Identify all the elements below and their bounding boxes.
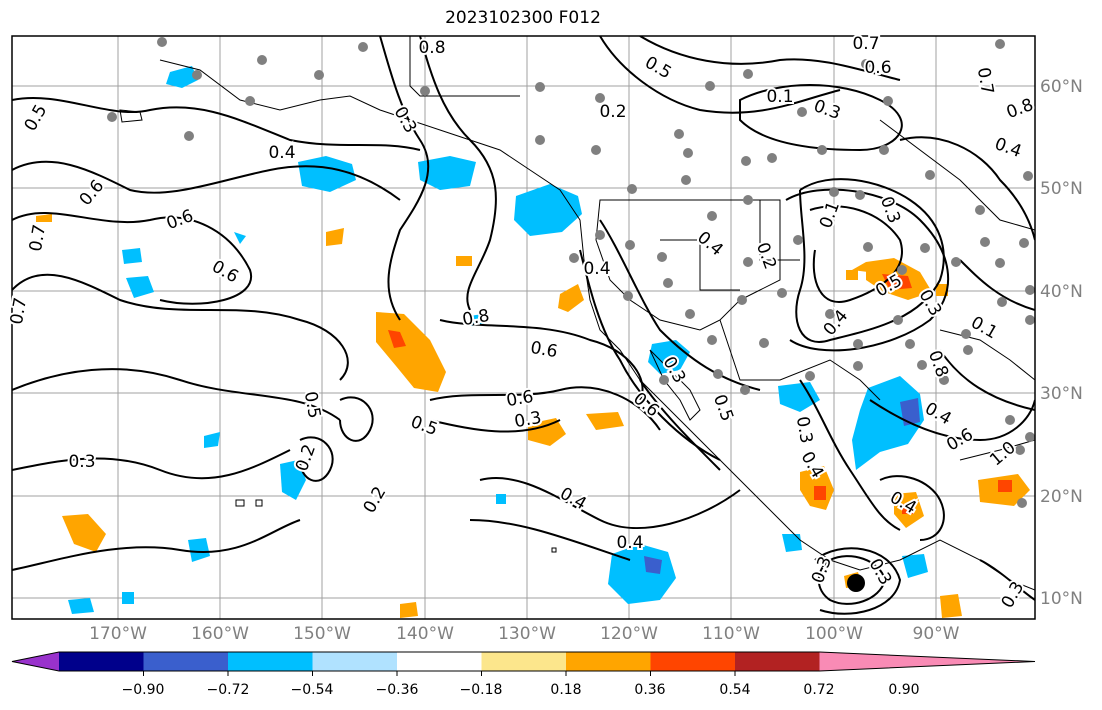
colorbar-tick-label: −0.90 <box>121 682 165 698</box>
contour-label: 0.8 <box>418 38 445 58</box>
chart-title: 2023102300 F012 <box>445 8 601 28</box>
lat-label-50n: 50°N <box>1040 179 1083 199</box>
contour-label: 0.1 <box>766 87 793 107</box>
colorbar-segment <box>59 652 144 671</box>
lon-label-150w: 150°W <box>293 624 351 644</box>
colorbar-extension-low <box>12 652 59 671</box>
lat-label-40n: 40°N <box>1040 282 1083 302</box>
contour-label: 0.4 <box>616 533 643 553</box>
contour-label: 0.3 <box>68 452 95 472</box>
colorbar-tick-label: 0.54 <box>719 682 751 698</box>
colorbar-segment <box>228 652 313 671</box>
lat-label-60n: 60°N <box>1040 77 1083 97</box>
contour-lines <box>12 36 1035 615</box>
colorbar-segment <box>312 652 398 671</box>
graticule <box>12 36 1035 619</box>
station-markers <box>107 37 1035 508</box>
lat-label-10n: 10°N <box>1040 589 1083 609</box>
lon-label-120w: 120°W <box>600 624 658 644</box>
lon-label-100w: 100°W <box>805 624 863 644</box>
lon-label-110w: 110°W <box>702 624 760 644</box>
contour-label: 0.3 <box>513 408 543 432</box>
contour-label: 0.8 <box>461 306 491 330</box>
contour-label: 0.7 <box>852 34 879 54</box>
colorbar-tick-label: 0.18 <box>550 682 582 698</box>
colorbar-tick-label: −0.36 <box>375 682 419 698</box>
colorbar-tick-label: −0.18 <box>459 682 503 698</box>
contour-label: 0.4 <box>583 259 610 279</box>
colorbar-tick-label: −0.54 <box>290 682 334 698</box>
shaded-anomalies <box>36 66 1030 618</box>
map-frame <box>11 35 1036 620</box>
contour-label: 0.4 <box>268 143 295 163</box>
colorbar-outline <box>11 651 1036 672</box>
lat-label-30n: 30°N <box>1040 384 1083 404</box>
lon-label-170w: 170°W <box>89 624 147 644</box>
lon-label-160w: 160°W <box>191 624 249 644</box>
colorbar-segment <box>650 652 736 671</box>
colorbar-tick-label: 0.90 <box>888 682 920 698</box>
colorbar-tick-label: 0.36 <box>634 682 666 698</box>
colorbar-tick-label: −0.72 <box>206 682 250 698</box>
lon-label-130w: 130°W <box>498 624 556 644</box>
colorbar-segment <box>397 652 482 671</box>
colorbar-segment <box>566 652 651 671</box>
colorbar-segment <box>143 652 229 671</box>
colorbar-tick-label: 0.72 <box>803 682 835 698</box>
contour-label: 0.6 <box>505 387 535 411</box>
contour-label: 0.5 <box>300 390 324 420</box>
storm-center-marker <box>847 574 865 592</box>
contour-label: 0.2 <box>599 102 626 122</box>
colorbar-segment <box>481 652 567 671</box>
colorbar <box>11 651 1036 676</box>
colorbar-segment <box>735 652 820 671</box>
contour-label: 0.6 <box>864 58 891 78</box>
colorbar-extension-high <box>819 652 1035 671</box>
coastlines <box>119 36 1035 591</box>
lon-label-140w: 140°W <box>396 624 454 644</box>
lon-label-90w: 90°W <box>912 624 960 644</box>
lat-label-20n: 20°N <box>1040 487 1083 507</box>
